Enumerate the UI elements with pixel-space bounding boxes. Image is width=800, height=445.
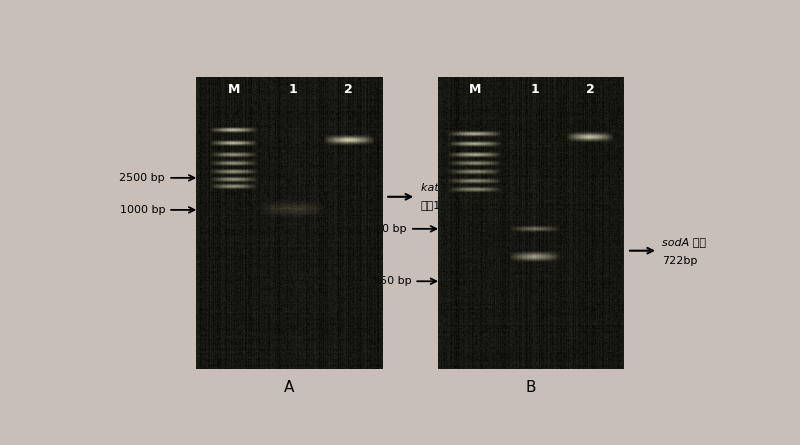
Text: 722bp: 722bp <box>662 256 698 266</box>
Text: 1000 bp: 1000 bp <box>120 205 165 215</box>
Text: katA  片: katA 片 <box>421 182 459 191</box>
Text: 段，1.4k: 段，1.4k <box>421 200 458 210</box>
Text: sodA 片段: sodA 片段 <box>662 237 706 247</box>
Text: 1000 bp: 1000 bp <box>362 224 407 234</box>
Text: B: B <box>526 380 536 395</box>
Text: A: A <box>284 380 294 395</box>
Text: 2500 bp: 2500 bp <box>119 173 165 183</box>
Text: 250 bp: 250 bp <box>374 276 412 286</box>
